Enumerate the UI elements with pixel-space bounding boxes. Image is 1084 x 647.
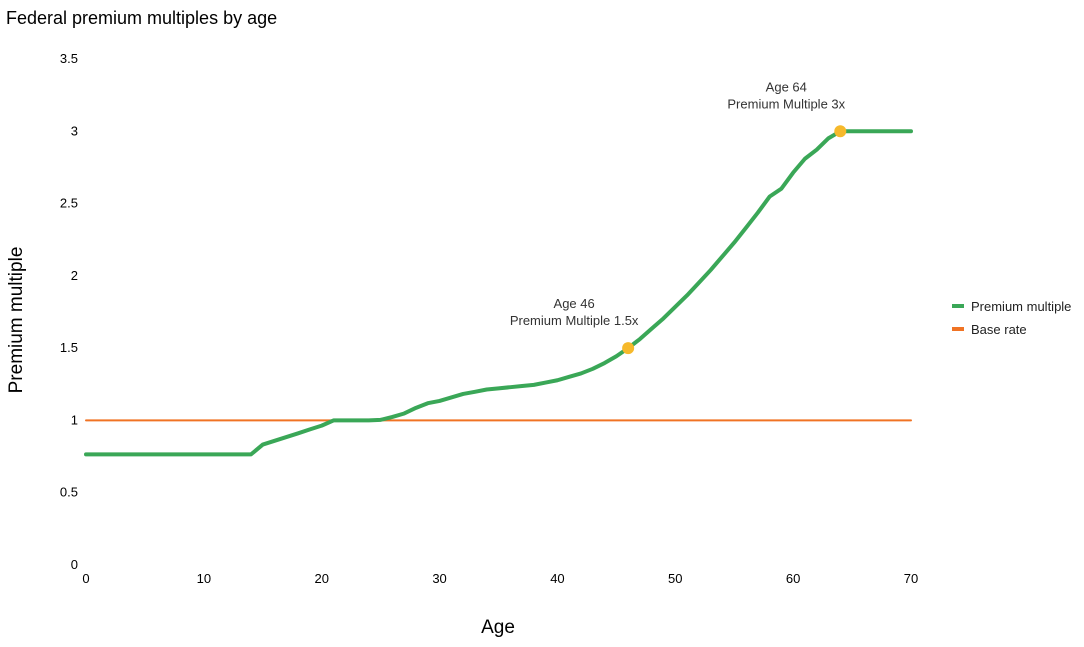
y-tick-label: 3.5: [60, 51, 78, 66]
y-tick-label: 0.5: [60, 485, 78, 500]
y-tick-label: 2.5: [60, 196, 78, 211]
annotation-label-multiple: Premium Multiple 1.5x: [510, 313, 639, 328]
x-tick-label: 30: [432, 571, 446, 586]
series-line-premium-multiple: [84, 129, 913, 457]
x-tick-label: 10: [197, 571, 211, 586]
annotation-label-age: Age 46: [554, 296, 595, 311]
y-axis-ticks: 0 0.5 1 1.5 2 2.5 3 3.5: [60, 51, 78, 572]
y-tick-label: 2: [71, 268, 78, 283]
y-tick-label: 0: [71, 557, 78, 572]
annotation-marker: [834, 125, 847, 138]
annotation-layer: Age 46 Premium Multiple 1.5x Age 64 Premium…: [510, 79, 847, 355]
annotation-label-age: Age 64: [766, 79, 807, 94]
chart-title: Federal premium multiples by age: [6, 8, 277, 28]
y-tick-label: 1.5: [60, 340, 78, 355]
annotation-marker: [622, 342, 635, 355]
y-axis-title: Premium multiple: [6, 247, 27, 394]
x-tick-label: 40: [550, 571, 564, 586]
x-tick-label: 60: [786, 571, 800, 586]
x-axis-title: Age: [481, 617, 515, 638]
legend: Premium multiple Base rate: [952, 299, 1071, 337]
legend-label: Base rate: [971, 322, 1027, 337]
x-tick-label: 20: [314, 571, 328, 586]
annotation-label-multiple: Premium Multiple 3x: [727, 96, 845, 111]
x-tick-label: 0: [82, 571, 89, 586]
y-tick-label: 3: [71, 123, 78, 138]
y-tick-label: 1: [71, 412, 78, 427]
legend-label: Premium multiple: [971, 299, 1071, 314]
x-tick-label: 70: [904, 571, 918, 586]
x-axis-ticks: 0 10 20 30 40 50 60 70: [82, 571, 918, 586]
x-tick-label: 50: [668, 571, 682, 586]
series-layer: [84, 129, 913, 457]
